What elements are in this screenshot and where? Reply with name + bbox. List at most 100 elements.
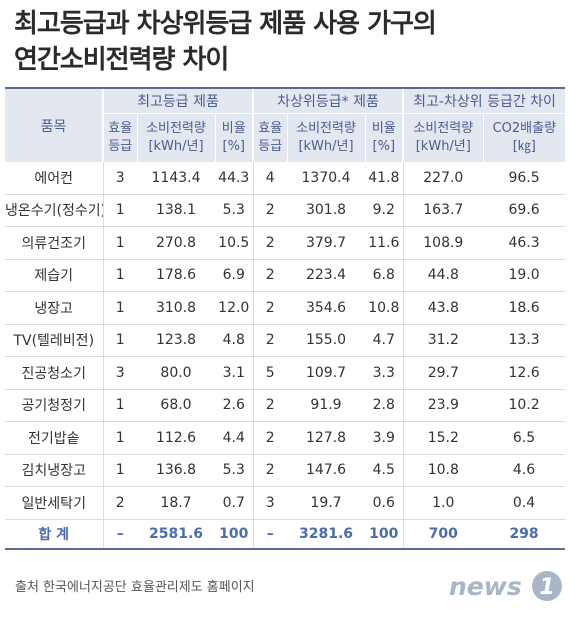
ratio-top-cell: 100	[215, 519, 254, 550]
power-diff-cell: 227.0	[402, 162, 484, 195]
header-item: 품목	[5, 89, 103, 162]
co2-diff-cell: 13.3	[483, 324, 566, 357]
grade-top-cell: 1	[102, 324, 137, 357]
item-name-cell: 전기밥솥	[5, 421, 103, 455]
power-diff-cell: 163.7	[402, 194, 484, 227]
data-table: 품목 최고등급 제품 차상위등급* 제품 최고-차상위 등급간 차이 효율 등급 …	[5, 89, 566, 550]
power-diff-cell: 31.2	[402, 324, 484, 357]
table-row: 공기청정기 1 68.0 2.6 2 91.9 2.8 23.9 10.2	[5, 389, 566, 422]
ratio-next-cell: 4.5	[365, 454, 404, 487]
header-grade-1: 효율 등급	[102, 113, 137, 162]
power-diff-cell: 15.2	[402, 421, 484, 455]
item-name-cell: 냉온수기(정수기)	[5, 194, 103, 227]
power-next-cell: 3281.6	[287, 519, 366, 550]
power-diff-cell: 43.8	[402, 291, 484, 325]
ratio-next-cell: 6.8	[365, 259, 404, 292]
co2-diff-cell: 0.4	[483, 486, 566, 520]
co2-diff-cell: 12.6	[483, 356, 566, 390]
ratio-top-cell: 5.3	[215, 194, 254, 227]
item-name-cell: 진공청소기	[5, 356, 103, 390]
power-next-cell: 109.7	[287, 356, 366, 390]
ratio-top-cell: 6.9	[215, 259, 254, 292]
title-line-1: 최고등급과 차상위등급 제품 사용 가구의	[14, 9, 437, 39]
grade-top-cell: 1	[102, 389, 137, 422]
logo-badge-icon	[532, 571, 562, 601]
ratio-next-cell: 41.8	[365, 162, 404, 195]
header-power-1: 소비전력량 [kWh/년]	[136, 113, 215, 162]
power-diff-cell: 29.7	[402, 356, 484, 390]
power-top-cell: 112.6	[137, 421, 215, 455]
power-top-cell: 1143.4	[137, 162, 215, 195]
ratio-next-cell: 3.3	[365, 356, 404, 390]
ratio-top-cell: 10.5	[215, 226, 254, 260]
header-group-difference: 최고-차상위 등급간 차이	[402, 89, 566, 114]
power-diff-cell: 700	[402, 519, 484, 550]
power-next-cell: 223.4	[287, 259, 366, 292]
power-next-cell: 354.6	[287, 291, 366, 325]
ratio-top-cell: 44.3	[215, 162, 254, 195]
table-row: 전기밥솥 1 112.6 4.4 2 127.8 3.9 15.2 6.5	[5, 421, 566, 455]
grade-top-cell: 1	[102, 454, 137, 487]
header-group-next-grade: 차상위등급* 제품	[252, 89, 404, 114]
ratio-next-cell: 4.7	[365, 324, 404, 357]
table-row: 진공청소기 3 80.0 3.1 5 109.7 3.3 29.7 12.6	[5, 356, 566, 390]
power-top-cell: 80.0	[137, 356, 215, 390]
grade-top-cell: 1	[102, 194, 137, 227]
table-body: 에어컨 3 1143.4 44.3 4 1370.4 41.8 227.0 96.5 냉온수기(정…	[5, 162, 566, 550]
item-name-cell: 의류건조기	[5, 226, 103, 260]
source-note: 출처 한국에너지공단 효율관리제도 홈페이지	[15, 580, 255, 595]
total-row: 합 계 –2581.6 100–3281.6 100 700 298	[5, 519, 566, 550]
power-next-cell: 155.0	[287, 324, 366, 357]
power-diff-cell: 44.8	[402, 259, 484, 292]
logo-wordmark: news	[449, 572, 522, 601]
ratio-top-cell: 5.3	[215, 454, 254, 487]
power-top-cell: 310.8	[137, 291, 215, 325]
power-next-cell: 19.7	[287, 486, 366, 520]
power-diff-cell: 10.8	[402, 454, 484, 487]
item-name-cell: 일반세탁기	[5, 486, 103, 520]
co2-diff-cell: 18.6	[483, 291, 566, 325]
page-title: 최고등급과 차상위등급 제품 사용 가구의 연간소비전력량 차이	[14, 6, 554, 78]
ratio-next-cell: 10.8	[365, 291, 404, 325]
power-top-cell: 138.1	[137, 194, 215, 227]
table-row: 제습기 1 178.6 6.9 2 223.4 6.8 44.8 19.0	[5, 259, 566, 292]
power-diff-cell: 108.9	[402, 226, 484, 260]
table-row: 냉장고 1 310.8 12.0 2 354.6 10.8 43.8 18.6	[5, 291, 566, 325]
grade-next-cell: 2	[252, 389, 288, 422]
co2-diff-cell: 19.0	[483, 259, 566, 292]
power-diff-cell: 23.9	[402, 389, 484, 422]
grade-top-cell: 1	[102, 421, 137, 455]
grade-next-cell: 5	[252, 356, 288, 390]
power-top-cell: 68.0	[137, 389, 215, 422]
co2-diff-cell: 10.2	[483, 389, 566, 422]
grade-top-cell: 1	[102, 226, 137, 260]
power-next-cell: 127.8	[287, 421, 366, 455]
power-next-cell: 1370.4	[287, 162, 366, 195]
grade-top-cell: 1	[102, 291, 137, 325]
grade-top-cell: –	[102, 519, 137, 550]
item-name-cell: 제습기	[5, 259, 103, 292]
grade-top-cell: 1	[102, 259, 137, 292]
ratio-next-cell: 3.9	[365, 421, 404, 455]
grade-next-cell: 2	[252, 259, 288, 292]
co2-diff-cell: 6.5	[483, 421, 566, 455]
table-row: 의류건조기 1 270.8 10.5 2 379.7 11.6 108.9 46.3	[5, 226, 566, 260]
item-name-cell: TV(텔레비전)	[5, 324, 103, 357]
grade-next-cell: 2	[252, 291, 288, 325]
co2-diff-cell: 96.5	[483, 162, 566, 195]
item-name-cell: 냉장고	[5, 291, 103, 325]
item-name-cell: 김치냉장고	[5, 454, 103, 487]
power-top-cell: 18.7	[137, 486, 215, 520]
logo-badge-number: 1	[539, 575, 554, 600]
header-ratio-2: 비율 [%]	[364, 113, 404, 162]
table-row: 냉온수기(정수기) 1 138.1 5.3 2 301.8 9.2 163.7 69.6	[5, 194, 566, 227]
item-name-cell: 합 계	[5, 519, 103, 550]
ratio-top-cell: 2.6	[215, 389, 254, 422]
ratio-next-cell: 2.8	[365, 389, 404, 422]
grade-next-cell: 2	[252, 226, 288, 260]
grade-next-cell: 2	[252, 324, 288, 357]
ratio-top-cell: 12.0	[215, 291, 254, 325]
table-row: TV(텔레비전) 1 123.8 4.8 2 155.0 4.7 31.2 13.3	[5, 324, 566, 357]
power-next-cell: 301.8	[287, 194, 366, 227]
grade-top-cell: 2	[102, 486, 137, 520]
